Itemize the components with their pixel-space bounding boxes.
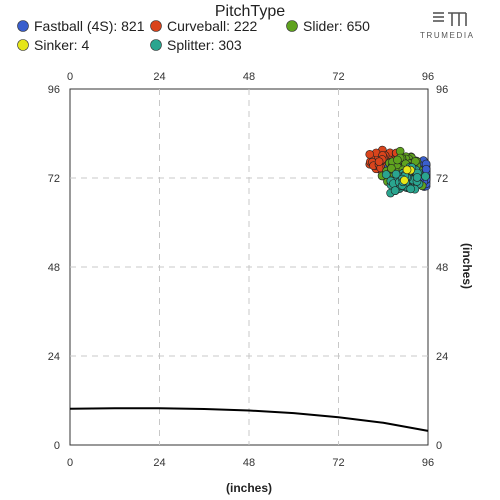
trumedia-logo: TRUMEDIA: [420, 12, 475, 40]
grid: [70, 89, 428, 445]
y-tick-label-left: 72: [48, 173, 60, 185]
trumedia-logo-icon: [433, 12, 467, 26]
legend-title: PitchType: [215, 3, 285, 20]
y-tick-label-right: 24: [436, 351, 448, 363]
legend: PitchType Fastball (4S): 821 Curveball: 2…: [17, 3, 370, 53]
data-points: [365, 145, 431, 198]
data-point: [406, 184, 415, 194]
legend-marker: [286, 20, 298, 32]
x-tick-label-bottom: 24: [153, 457, 165, 469]
data-point: [365, 150, 375, 159]
data-point: [390, 186, 400, 195]
legend-item-label: Sinker: 4: [34, 37, 89, 53]
legend-marker: [17, 20, 29, 32]
x-tick-label-top: 0: [67, 71, 73, 83]
x-tick-label-bottom: 48: [243, 457, 255, 469]
y-tick-label-left: 0: [54, 440, 60, 452]
y-tick-label-left: 48: [48, 262, 60, 274]
x-tick-label-bottom: 0: [67, 457, 73, 469]
legend-item-label: Slider: 650: [303, 18, 370, 34]
x-tick-label-top: 72: [332, 71, 344, 83]
reference-curve: [69, 407, 429, 432]
x-tick-label-top: 96: [422, 71, 434, 83]
x-tick-label-top: 24: [153, 71, 165, 83]
legend-marker: [17, 39, 29, 51]
y-tick-label-right: 72: [436, 173, 448, 185]
y-axis-title: (inches): [460, 243, 474, 289]
data-point: [400, 176, 409, 185]
legend-item-label: Curveball: 222: [167, 18, 257, 34]
y-tick-label-right: 48: [436, 262, 448, 274]
x-tick-label-bottom: 72: [332, 457, 344, 469]
trumedia-logo-text: TRUMEDIA: [420, 31, 475, 40]
legend-item-label: Fastball (4S): 821: [34, 18, 145, 34]
y-tick-label-right: 0: [436, 440, 442, 452]
data-point: [393, 155, 402, 165]
data-point: [374, 157, 384, 166]
data-point: [391, 169, 401, 179]
y-tick-label-right: 96: [436, 84, 448, 96]
data-point: [402, 165, 412, 175]
y-tick-label-left: 24: [48, 351, 60, 363]
data-point: [421, 172, 430, 181]
x-axis-title: (inches): [226, 481, 272, 495]
x-tick-label-bottom: 96: [422, 457, 434, 469]
legend-marker: [150, 39, 162, 51]
x-tick-label-top: 48: [243, 71, 255, 83]
data-point: [381, 170, 391, 179]
legend-marker: [150, 20, 162, 32]
y-tick-label-left: 96: [48, 84, 60, 96]
data-point: [421, 164, 431, 174]
legend-item-label: Splitter: 303: [167, 37, 242, 53]
data-point: [387, 164, 396, 173]
data-point: [412, 173, 422, 182]
